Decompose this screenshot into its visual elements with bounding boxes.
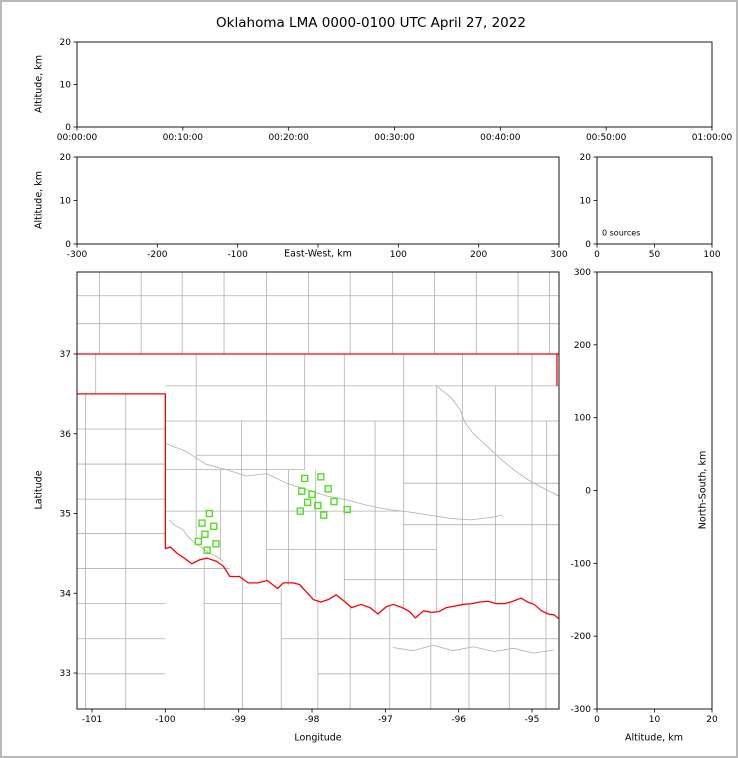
x-tick-label: 0 <box>594 250 600 260</box>
x-tick-label: 0 <box>594 715 600 725</box>
y-tick-label: -300 <box>571 705 592 715</box>
x-tick-label: -300 <box>67 250 88 260</box>
panel-frame <box>596 271 713 710</box>
y-tick-label: 37 <box>60 350 71 360</box>
x-tick-label: 300 <box>550 250 567 260</box>
lma-station-marker <box>320 511 328 519</box>
axis-label-altitude-top: Altitude, km <box>33 55 45 113</box>
x-tick-label: -95 <box>525 715 540 725</box>
lma-station-marker <box>343 505 351 514</box>
panel-ns_height: 0 10 20 -300 -200 -100 0 100 200 300 <box>571 268 718 725</box>
panel-frame <box>76 271 560 710</box>
panel-frame <box>76 41 713 128</box>
panel-time_height: 00:00:00 00:10:00 00:20:00 00:30:00 00:40:00… <box>57 38 733 143</box>
lma-station-marker <box>298 487 306 495</box>
lma-station-marker <box>324 485 332 493</box>
lma-station-marker <box>194 537 203 546</box>
axis-label-east-west: East-West, km <box>284 248 352 260</box>
y-tick-label: 36 <box>60 430 72 440</box>
lma-station-marker <box>212 540 220 548</box>
lma-station-marker <box>203 546 211 554</box>
panel-ew_height: -300 -200 -100 100 200 300 0 10 20 <box>60 153 568 260</box>
x-tick-label: -101 <box>82 715 102 725</box>
lma-station-marker <box>308 490 316 499</box>
x-tick-label: -97 <box>378 715 393 725</box>
x-tick-label: -100 <box>155 715 176 725</box>
axis-label-longitude: Longitude <box>294 732 342 744</box>
x-tick-label: -96 <box>451 715 466 725</box>
y-tick-label: -100 <box>571 559 592 569</box>
x-tick-label: 20 <box>706 715 718 725</box>
y-tick-label: 20 <box>60 153 72 163</box>
x-tick-label: 00:20:00 <box>268 133 309 143</box>
lma-station-marker <box>198 519 206 527</box>
lma-station-marker <box>330 497 338 506</box>
y-tick-label: 20 <box>580 153 592 163</box>
y-tick-label: -200 <box>571 632 592 642</box>
y-tick-label: 33 <box>60 669 71 679</box>
lma-station-marker <box>303 498 312 507</box>
y-tick-label: 0 <box>65 123 71 133</box>
lma-station-marker <box>201 530 209 538</box>
lma-station-marker <box>296 507 304 515</box>
panel-frame <box>76 156 560 245</box>
river-boundary-line <box>436 385 559 497</box>
y-tick-label: 35 <box>60 510 71 520</box>
y-tick-label: 10 <box>580 197 592 207</box>
x-tick-label: 50 <box>649 250 661 260</box>
x-tick-label: -99 <box>231 715 246 725</box>
x-tick-label: 00:40:00 <box>480 133 521 143</box>
x-tick-label: 00:10:00 <box>163 133 204 143</box>
axis-label-north-south: North-South, km <box>697 450 709 530</box>
x-tick-label: -98 <box>305 715 320 725</box>
lma-station-marker <box>314 501 322 510</box>
axis-label-altitude-ew: Altitude, km <box>33 171 45 229</box>
lma-station-marker <box>300 474 309 483</box>
lma-station-marker <box>210 522 218 530</box>
y-tick-label: 0 <box>585 240 591 250</box>
map-content <box>77 272 559 709</box>
y-tick-label: 0 <box>585 487 591 497</box>
x-tick-label: 100 <box>703 250 720 260</box>
y-tick-label: 10 <box>60 81 72 91</box>
lma-station-marker <box>317 473 325 481</box>
state-border-oklahoma <box>77 393 559 620</box>
panel-plan_view: -101 -100 -99 -98 -97 -96 -95 33 34 35 36 37 <box>60 271 560 725</box>
axis-label-altitude-ns: Altitude, km <box>625 732 683 744</box>
x-tick-label: 00:50:00 <box>586 133 627 143</box>
x-tick-label: -200 <box>147 250 168 260</box>
panel-alt_histogram: 0 50 100 0 10 20 <box>580 153 721 260</box>
figure-title: Oklahoma LMA 0000-0100 UTC April 27, 202… <box>216 15 526 31</box>
y-tick-label: 34 <box>60 589 72 599</box>
axis-label-latitude: Latitude <box>33 470 45 510</box>
lma-station-marker <box>205 509 214 518</box>
y-tick-label: 10 <box>60 197 72 207</box>
y-tick-label: 300 <box>574 268 591 278</box>
x-tick-label: 01:00:00 <box>692 133 733 143</box>
y-tick-label: 200 <box>574 341 591 351</box>
x-tick-label: 200 <box>470 250 487 260</box>
y-tick-label: 100 <box>574 414 591 424</box>
y-tick-label: 20 <box>60 38 72 48</box>
sources-count-annotation: 0 sources <box>602 228 641 238</box>
x-tick-label: 00:00:00 <box>57 133 98 143</box>
x-tick-label: -100 <box>227 250 248 260</box>
x-tick-label: 10 <box>649 715 661 725</box>
river-boundary-line <box>392 644 555 654</box>
river-boundary-line <box>165 442 503 521</box>
x-tick-label: 00:30:00 <box>374 133 415 143</box>
x-tick-label: 100 <box>390 250 407 260</box>
y-tick-label: 0 <box>65 240 71 250</box>
